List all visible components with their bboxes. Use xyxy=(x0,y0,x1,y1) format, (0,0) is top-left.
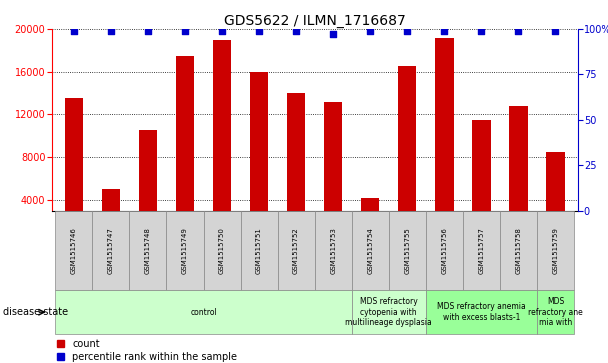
Bar xyxy=(204,211,241,290)
Point xyxy=(328,32,338,37)
Point xyxy=(477,28,486,34)
Bar xyxy=(287,93,305,242)
Bar xyxy=(435,38,454,242)
Text: GSM1515759: GSM1515759 xyxy=(553,227,558,274)
Bar xyxy=(324,102,342,242)
Point xyxy=(514,28,523,34)
Bar xyxy=(64,98,83,242)
Point xyxy=(69,28,79,34)
Bar xyxy=(315,211,351,290)
Bar xyxy=(537,290,574,334)
Bar xyxy=(426,290,537,334)
Bar xyxy=(361,198,379,242)
Bar xyxy=(546,152,565,242)
Text: GSM1515751: GSM1515751 xyxy=(256,227,262,274)
Text: GSM1515758: GSM1515758 xyxy=(516,227,521,274)
Point xyxy=(291,28,301,34)
Text: GSM1515752: GSM1515752 xyxy=(293,227,299,274)
Point xyxy=(180,28,190,34)
Bar xyxy=(351,290,426,334)
Text: disease state: disease state xyxy=(3,307,68,317)
Bar xyxy=(139,130,157,242)
Text: GSM1515749: GSM1515749 xyxy=(182,227,188,274)
Bar xyxy=(398,66,416,242)
Point xyxy=(402,28,412,34)
Text: MDS refractory
cytopenia with
multilineage dysplasia: MDS refractory cytopenia with multilinea… xyxy=(345,297,432,327)
Legend: count, percentile rank within the sample: count, percentile rank within the sample xyxy=(57,339,237,362)
Text: GSM1515748: GSM1515748 xyxy=(145,227,151,274)
Text: GSM1515756: GSM1515756 xyxy=(441,227,447,274)
Text: GSM1515747: GSM1515747 xyxy=(108,227,114,274)
Bar xyxy=(426,211,463,290)
Bar xyxy=(55,211,92,290)
Bar xyxy=(176,56,195,242)
Bar xyxy=(509,106,528,242)
Bar xyxy=(537,211,574,290)
Bar xyxy=(102,189,120,242)
Bar xyxy=(278,211,315,290)
Point xyxy=(106,28,116,34)
Bar xyxy=(55,290,351,334)
Bar xyxy=(463,211,500,290)
Bar xyxy=(130,211,167,290)
Point xyxy=(365,28,375,34)
Point xyxy=(217,28,227,34)
Point xyxy=(254,28,264,34)
Text: GSM1515757: GSM1515757 xyxy=(478,227,485,274)
Point xyxy=(143,28,153,34)
Bar xyxy=(500,211,537,290)
Text: GSM1515746: GSM1515746 xyxy=(71,227,77,274)
Bar xyxy=(92,211,130,290)
Text: GSM1515753: GSM1515753 xyxy=(330,227,336,274)
Bar xyxy=(213,40,231,242)
Title: GDS5622 / ILMN_1716687: GDS5622 / ILMN_1716687 xyxy=(224,14,406,28)
Bar xyxy=(389,211,426,290)
Point xyxy=(440,28,449,34)
Text: GSM1515750: GSM1515750 xyxy=(219,227,225,274)
Text: GSM1515754: GSM1515754 xyxy=(367,227,373,274)
Text: MDS refractory anemia
with excess blasts-1: MDS refractory anemia with excess blasts… xyxy=(437,302,526,322)
Text: MDS
refractory ane
mia with: MDS refractory ane mia with xyxy=(528,297,582,327)
Bar xyxy=(250,72,268,242)
Bar xyxy=(241,211,278,290)
Point xyxy=(550,28,560,34)
Bar xyxy=(472,120,491,242)
Bar xyxy=(167,211,204,290)
Text: control: control xyxy=(190,308,217,317)
Text: GSM1515755: GSM1515755 xyxy=(404,227,410,274)
Bar xyxy=(351,211,389,290)
